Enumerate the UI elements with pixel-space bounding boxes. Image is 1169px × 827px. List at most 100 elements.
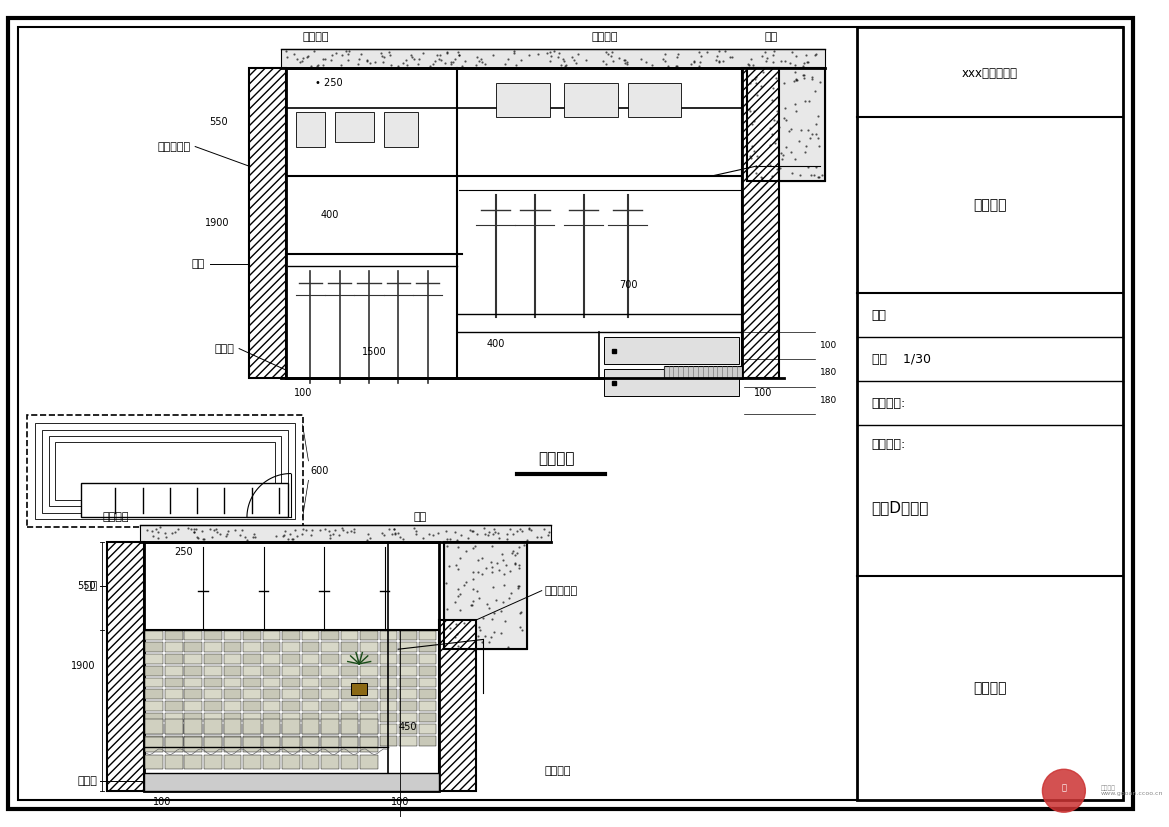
Text: 1900: 1900 xyxy=(71,661,96,671)
Text: 550: 550 xyxy=(77,581,96,590)
Bar xyxy=(263,701,281,710)
Text: 原墙: 原墙 xyxy=(192,259,205,269)
Bar xyxy=(321,689,339,699)
Bar xyxy=(419,677,436,687)
Bar xyxy=(399,654,417,664)
Bar xyxy=(108,542,145,791)
Text: 100: 100 xyxy=(819,342,837,350)
Bar xyxy=(223,713,241,723)
Bar xyxy=(205,654,222,664)
Bar xyxy=(419,701,436,710)
Bar xyxy=(282,724,299,734)
Bar xyxy=(223,736,241,746)
Bar xyxy=(440,620,476,791)
Bar xyxy=(399,724,417,734)
Bar xyxy=(243,737,261,752)
Bar xyxy=(145,631,162,640)
Text: 图纸名称:: 图纸名称: xyxy=(872,437,906,451)
Bar xyxy=(165,631,182,640)
Bar xyxy=(145,737,162,752)
Bar xyxy=(604,369,739,396)
Bar xyxy=(223,654,241,664)
Bar xyxy=(419,724,436,734)
Bar xyxy=(419,713,436,723)
Bar xyxy=(282,713,299,723)
Bar xyxy=(321,654,339,664)
Text: 业主签字: 业主签字 xyxy=(973,681,1007,696)
Bar xyxy=(145,643,162,653)
Bar xyxy=(243,719,261,734)
Bar xyxy=(185,737,202,752)
Bar xyxy=(302,677,319,687)
Bar xyxy=(282,754,299,769)
Text: 原墙刷白: 原墙刷白 xyxy=(545,767,572,777)
Text: 比例    1/30: 比例 1/30 xyxy=(872,353,931,366)
Bar xyxy=(399,643,417,653)
Bar xyxy=(282,631,299,640)
Text: 原梁: 原梁 xyxy=(765,32,777,42)
Bar xyxy=(282,666,299,676)
Bar xyxy=(360,677,378,687)
Bar xyxy=(249,69,286,378)
Bar xyxy=(145,719,162,734)
Bar xyxy=(263,737,281,752)
Bar xyxy=(340,701,358,710)
Bar xyxy=(282,736,299,746)
Text: 450: 450 xyxy=(399,722,416,732)
Bar xyxy=(263,677,281,687)
Bar xyxy=(334,112,374,141)
Bar xyxy=(205,701,222,710)
Bar xyxy=(205,689,222,699)
Bar xyxy=(223,677,241,687)
Text: 600: 600 xyxy=(311,466,328,476)
Bar xyxy=(383,112,417,146)
Bar xyxy=(185,701,202,710)
Bar xyxy=(165,719,182,734)
Text: 踢脚线: 踢脚线 xyxy=(214,343,234,354)
Bar xyxy=(263,666,281,676)
Bar xyxy=(380,631,397,640)
Bar xyxy=(340,654,358,664)
Bar xyxy=(223,701,241,710)
Bar xyxy=(165,666,182,676)
Bar xyxy=(340,737,358,752)
Bar xyxy=(185,677,202,687)
Bar xyxy=(302,736,319,746)
Bar xyxy=(49,437,281,506)
Text: 图纸编号:: 图纸编号: xyxy=(872,397,906,409)
Bar xyxy=(380,677,397,687)
Bar xyxy=(321,643,339,653)
Text: 400: 400 xyxy=(486,339,505,349)
Bar xyxy=(321,666,339,676)
Bar xyxy=(165,654,182,664)
Bar xyxy=(360,701,378,710)
Bar xyxy=(340,719,358,734)
Bar xyxy=(263,736,281,746)
Bar xyxy=(145,724,162,734)
Bar xyxy=(302,754,319,769)
Bar xyxy=(243,713,261,723)
Text: 550: 550 xyxy=(209,117,228,127)
Text: 主卧D立面图: 主卧D立面图 xyxy=(872,500,929,515)
Text: 400: 400 xyxy=(320,210,339,220)
Text: 原墙刷白: 原墙刷白 xyxy=(592,32,618,42)
Bar xyxy=(223,724,241,734)
Bar xyxy=(444,542,527,649)
Bar xyxy=(321,631,339,640)
Bar xyxy=(263,754,281,769)
Bar xyxy=(399,701,417,710)
Bar xyxy=(440,620,476,791)
Bar xyxy=(340,736,358,746)
Bar xyxy=(340,713,358,723)
Bar xyxy=(360,713,378,723)
Bar xyxy=(302,689,319,699)
Bar xyxy=(145,542,440,791)
Bar xyxy=(360,666,378,676)
Bar xyxy=(302,713,319,723)
Bar xyxy=(165,754,182,769)
Bar xyxy=(145,736,162,746)
Bar xyxy=(380,666,397,676)
Bar xyxy=(243,689,261,699)
Bar xyxy=(747,69,825,181)
Bar xyxy=(205,754,222,769)
